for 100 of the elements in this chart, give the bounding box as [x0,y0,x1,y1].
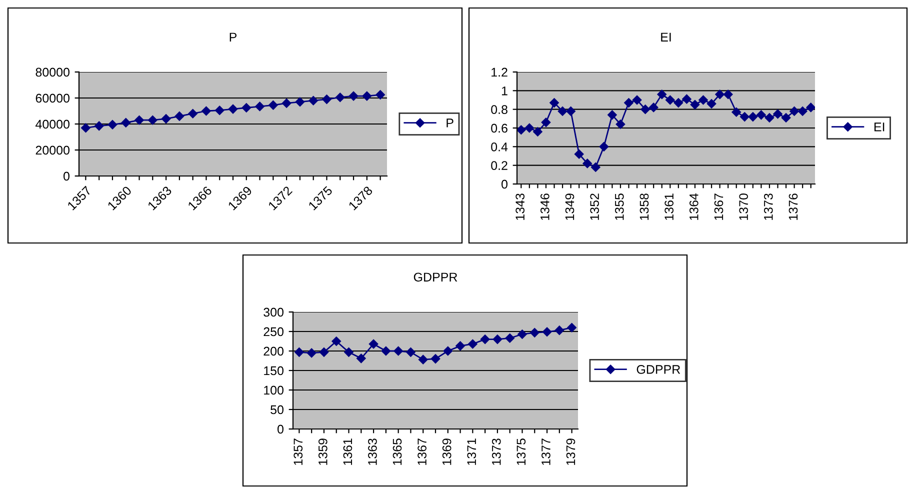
x-tick-label: 1367 [418,438,426,465]
point [624,98,634,108]
x-tick-label: 1363 [368,438,377,465]
point [336,92,345,102]
y-tick-label: 40000 [36,120,70,129]
point [632,95,642,105]
point [108,120,118,130]
point [530,328,540,338]
x-tick-label: 1370 [739,194,748,220]
chart-title: EI [661,32,671,42]
x-tick-label: 1367 [714,194,724,220]
x-tick-label: 1346 [540,194,550,220]
x-tick-label: 1377 [542,438,550,465]
point [348,91,358,101]
point [756,110,766,120]
point [480,334,490,344]
point [723,90,733,100]
legend-label: P [446,118,454,128]
point [542,327,552,337]
y-tick-label: 100 [264,386,284,395]
y-tick-label: 300 [264,308,284,317]
point [174,112,184,121]
point [591,162,600,172]
point [295,97,305,107]
point [674,98,684,108]
point [550,98,559,108]
point [541,118,551,128]
point [443,346,453,356]
point [666,95,675,105]
point [706,99,716,108]
y-tick-label: 250 [264,327,284,336]
point [582,158,592,168]
point [740,112,750,122]
point [322,94,332,104]
legend-label: GDPPR [636,365,680,374]
point [381,346,391,356]
y-tick-label: 0.8 [491,105,508,114]
point [806,102,815,112]
point [418,354,428,364]
point [764,113,774,122]
point [698,95,708,105]
point [566,106,576,116]
y-tick-label: 1.2 [492,68,508,77]
y-tick-label: 1 [502,86,508,96]
y-tick-label: 200 [264,346,284,356]
x-tick-label: 1371 [467,438,476,465]
point [344,348,354,357]
point [781,113,791,122]
point [574,150,584,159]
point [505,334,514,343]
x-tick-label: 1357 [294,438,303,465]
point [306,348,316,358]
point [554,326,564,335]
point [790,106,799,116]
point [308,96,318,106]
legend-label: EI [874,122,884,132]
y-tick-label: 0 [278,424,284,434]
point [492,334,502,344]
point [161,114,171,124]
point [456,341,465,351]
y-tick-label: 0.6 [491,124,508,133]
point [214,106,224,115]
y-tick-label: 150 [264,366,284,376]
y-tick-label: 50 [270,405,284,414]
point [616,120,626,129]
point [228,104,238,114]
point [294,348,304,357]
x-tick-label: 1379 [566,438,576,465]
point [255,102,264,112]
point [773,109,782,119]
point [690,100,700,110]
point [517,125,526,134]
y-tick-label: 20000 [36,146,70,155]
point [94,121,104,131]
point [406,348,416,357]
point [430,354,440,364]
point [148,115,158,125]
x-tick-label: 1352 [590,194,599,220]
x-tick-label: 1376 [788,194,798,220]
point [394,346,403,356]
x-tick-label: 1373 [492,438,501,465]
y-tick-label: 0.4 [491,142,508,152]
x-tick-label: 1361 [664,194,674,220]
x-tick-label: 1364 [689,193,698,220]
y-tick-label: 0 [64,172,70,181]
point [81,123,90,133]
x-tick-label: 1349 [565,194,574,220]
point [657,90,666,100]
y-tick-label: 60000 [36,94,70,103]
point [242,103,252,112]
point [640,104,650,114]
x-tick-label: 1361 [343,438,352,465]
point [558,106,568,116]
x-tick-label: 1343 [516,194,524,220]
y-tick-label: 0 [502,180,508,189]
point [608,110,617,120]
point [748,112,758,122]
point [319,348,329,357]
point [362,91,372,101]
point [134,115,144,125]
